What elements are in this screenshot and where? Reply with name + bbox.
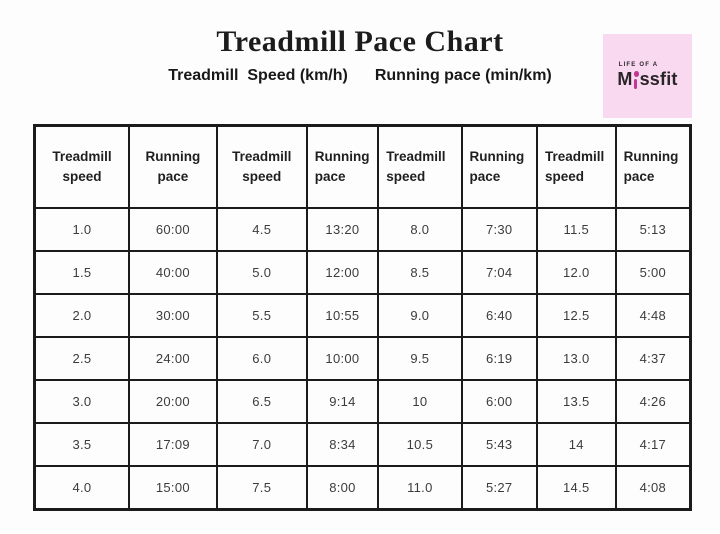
column-header: Treadmill speed (215, 124, 308, 209)
table-cell: 8:00 (305, 465, 380, 511)
table-cell: 9.5 (377, 336, 463, 381)
pace-table: Treadmill speed Running pace Treadmill spe… (33, 124, 692, 511)
column-header: Running pace (460, 124, 538, 209)
table-cell: 2.0 (33, 293, 130, 338)
table-cell: 6:40 (460, 293, 538, 338)
table-cell: 13.0 (535, 336, 617, 381)
subtitle-speed-label: Treadmill Speed (km/h) (168, 66, 348, 84)
table-cell: 20:00 (127, 379, 218, 424)
column-header: Running pace (305, 124, 380, 209)
column-header: Running pace (614, 124, 692, 209)
table-cell: 10:55 (305, 293, 380, 338)
table-row: 3.0 20:00 6.5 9:14 10 6:00 13.5 4:26 (33, 379, 692, 424)
table-row: 4.0 15:00 7.5 8:00 11.0 5:27 14.5 4:08 (33, 465, 692, 511)
column-header: Treadmill speed (535, 124, 617, 209)
table-cell: 5:27 (460, 465, 538, 511)
table-cell: 7.5 (215, 465, 308, 511)
table-cell: 9.0 (377, 293, 463, 338)
logo-letter-m: M (617, 69, 633, 89)
table-row: 3.5 17:09 7.0 8:34 10.5 5:43 14 4:17 (33, 422, 692, 467)
table-row: 1.5 40:00 5.0 12:00 8.5 7:04 12.0 5:00 (33, 250, 692, 295)
table-cell: 7:30 (460, 207, 538, 252)
table-cell: 15:00 (127, 465, 218, 511)
table-cell: 4:26 (614, 379, 692, 424)
logo-letters-ssfit: ssfit (639, 69, 678, 89)
table-cell: 4:37 (614, 336, 692, 381)
logo-tagline: LIFE OF A (618, 62, 659, 68)
table-cell: 3.0 (33, 379, 130, 424)
page-title: Treadmill Pace Chart (216, 25, 504, 58)
table-cell: 1.0 (33, 207, 130, 252)
table-cell: 8:34 (305, 422, 380, 467)
table-header-row: Treadmill speed Running pace Treadmill spe… (33, 124, 692, 209)
table-cell: 6.5 (215, 379, 308, 424)
table-cell: 5:13 (614, 207, 692, 252)
table-cell: 2.5 (33, 336, 130, 381)
table-cell: 1.5 (33, 250, 130, 295)
table-cell: 6.0 (215, 336, 308, 381)
table-cell: 9:14 (305, 379, 380, 424)
table-cell: 12.0 (535, 250, 617, 295)
table-cell: 13:20 (305, 207, 380, 252)
table-cell: 30:00 (127, 293, 218, 338)
table-cell: 7.0 (215, 422, 308, 467)
table-row: 1.0 60:00 4.5 13:20 8.0 7:30 11.5 5:13 (33, 207, 692, 252)
subtitle-pace-label: Running pace (min/km) (374, 66, 552, 84)
subtitle-row: Treadmill Speed (km/h) Running pace (min… (0, 67, 720, 85)
table-row: 2.0 30:00 5.5 10:55 9.0 6:40 12.5 4:48 (33, 293, 692, 338)
table-cell: 40:00 (127, 250, 218, 295)
column-header: Treadmill speed (33, 124, 130, 209)
table-cell: 4:17 (614, 422, 692, 467)
table-cell: 7:04 (460, 250, 538, 295)
table-cell: 8.0 (377, 207, 463, 252)
table-cell: 5.0 (215, 250, 308, 295)
column-header: Running pace (127, 124, 218, 209)
table-cell: 60:00 (127, 207, 218, 252)
table-row: 2.5 24:00 6.0 10:00 9.5 6:19 13.0 4:37 (33, 336, 692, 381)
table-cell: 6:00 (460, 379, 538, 424)
table-cell: 10.5 (377, 422, 463, 467)
table-cell: 3.5 (33, 422, 130, 467)
table-cell: 4:48 (614, 293, 692, 338)
table-cell: 10:00 (305, 336, 380, 381)
table-cell: 5:43 (460, 422, 538, 467)
table-cell: 11.0 (377, 465, 463, 511)
table-cell: 12:00 (305, 250, 380, 295)
table-cell: 24:00 (127, 336, 218, 381)
table-cell: 11.5 (535, 207, 617, 252)
table-cell: 4.5 (215, 207, 308, 252)
table-cell: 4.0 (33, 465, 130, 511)
logo-figure-icon (633, 71, 640, 89)
column-header: Treadmill speed (377, 124, 463, 209)
table-cell: 4:08 (614, 465, 692, 511)
table-cell: 10 (377, 379, 463, 424)
table-cell: 5:00 (614, 250, 692, 295)
table-cell: 14.5 (535, 465, 617, 511)
table-cell: 12.5 (535, 293, 617, 338)
table-cell: 6:19 (460, 336, 538, 381)
table-cell: 13.5 (535, 379, 617, 424)
table-cell: 5.5 (215, 293, 308, 338)
table-cell: 17:09 (127, 422, 218, 467)
table-cell: 14 (535, 422, 617, 467)
table-cell: 8.5 (377, 250, 463, 295)
